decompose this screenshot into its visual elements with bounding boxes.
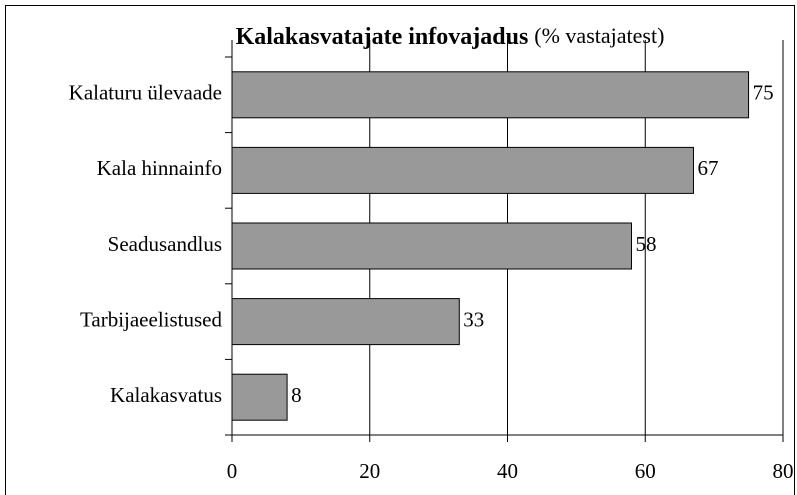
chart-title-group: Kalakasvatajate infovajadus (% vastajates… bbox=[236, 23, 665, 49]
value-label: 75 bbox=[753, 81, 774, 105]
y-tick-label: Kalaturu ülevaade bbox=[69, 81, 222, 105]
y-tick-label: Kalakasvatus bbox=[110, 383, 222, 407]
bar bbox=[231, 298, 460, 346]
x-tick-label: 60 bbox=[635, 459, 656, 483]
value-label: 67 bbox=[697, 156, 718, 180]
x-tick-label: 80 bbox=[773, 459, 794, 483]
value-label: 8 bbox=[291, 383, 302, 407]
bar bbox=[231, 146, 694, 194]
bar bbox=[231, 373, 288, 421]
bar bbox=[231, 71, 750, 119]
value-label: 58 bbox=[635, 232, 656, 256]
y-tick-label: Seadusandlus bbox=[108, 232, 222, 256]
value-label: 33 bbox=[463, 307, 484, 331]
chart-subtitle: (% vastajatest) bbox=[534, 23, 664, 48]
x-tick-label: 0 bbox=[227, 459, 238, 483]
x-tick-label: 40 bbox=[497, 459, 518, 483]
y-tick-label: Tarbijaeelistused bbox=[80, 307, 222, 331]
bar bbox=[231, 222, 632, 270]
y-tick-label: Kala hinnainfo bbox=[97, 156, 222, 180]
x-tick-label: 20 bbox=[359, 459, 380, 483]
chart-title: Kalakasvatajate infovajadus bbox=[236, 24, 529, 50]
